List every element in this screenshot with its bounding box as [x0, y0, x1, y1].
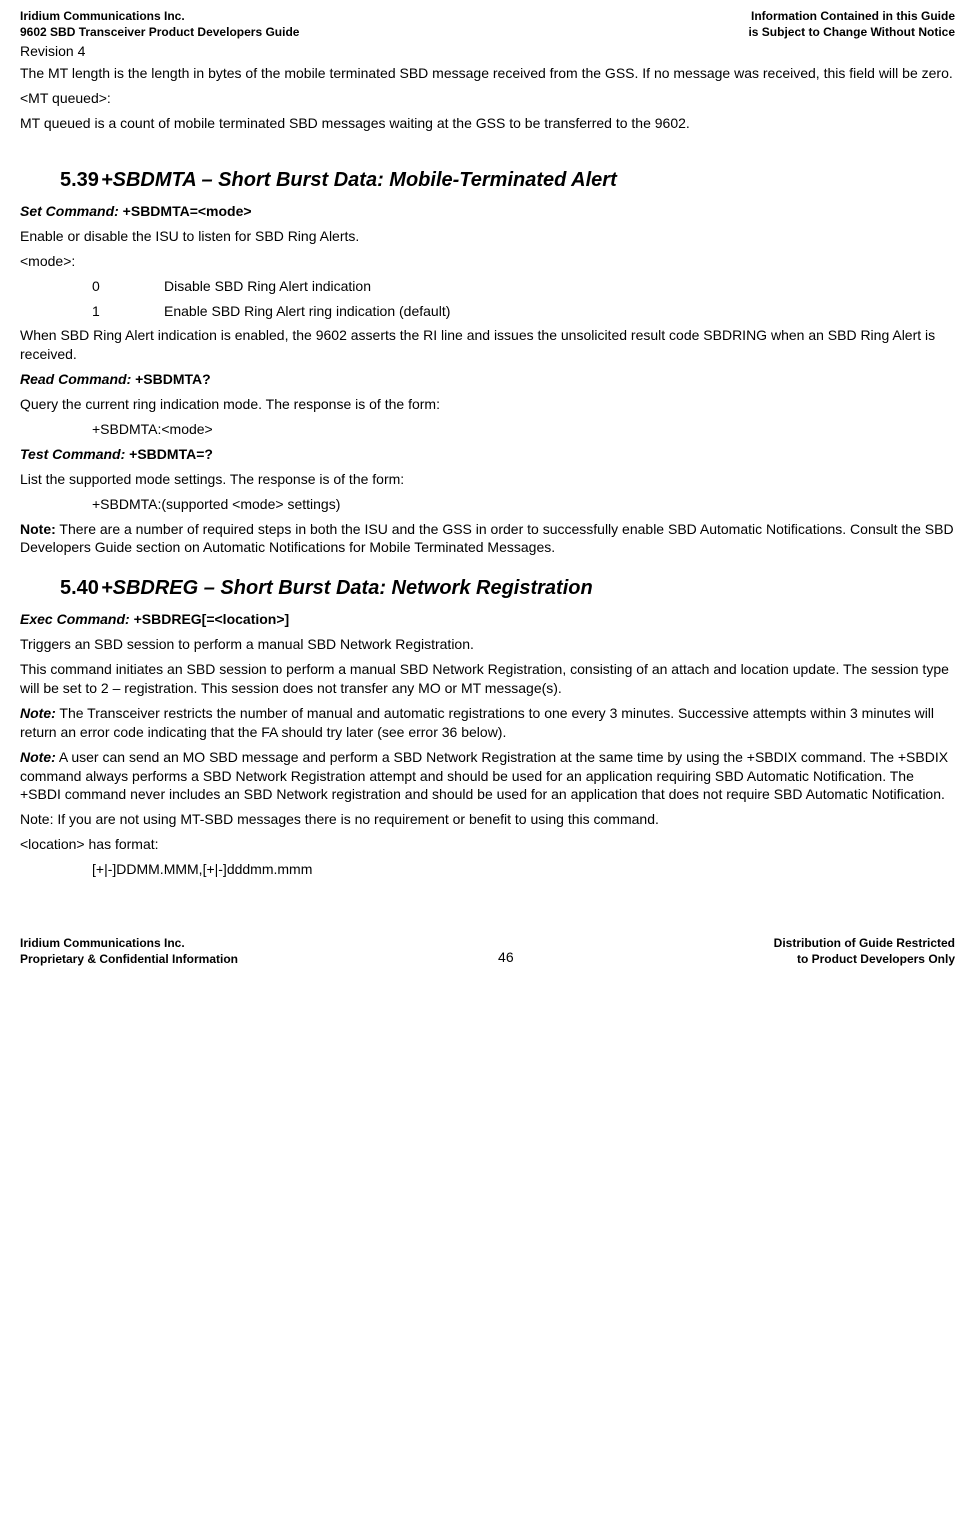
set-command-lead: Set Command:: [20, 203, 119, 219]
mode-option-0-key: 0: [92, 277, 164, 296]
header-info1: Information Contained in this Guide: [748, 8, 955, 24]
footer-dist2: to Product Developers Only: [774, 951, 955, 967]
page-footer: Iridium Communications Inc. Proprietary …: [20, 935, 955, 967]
read-command-desc: Query the current ring indication mode. …: [20, 395, 955, 414]
intro-p1: The MT length is the length in bytes of …: [20, 64, 955, 83]
section-539-title: 5.39+SBDMTA – Short Burst Data: Mobile-T…: [20, 167, 955, 194]
revision-label: Revision 4: [20, 42, 955, 61]
header-right: Information Contained in this Guide is S…: [748, 8, 955, 40]
test-command-resp: +SBDMTA:(supported <mode> settings): [20, 495, 955, 514]
set-command-header: Set Command: +SBDMTA=<mode>: [20, 202, 955, 221]
test-command-lead: Test Command:: [20, 446, 125, 462]
read-command-lead: Read Command:: [20, 371, 131, 387]
mode-option-1: 1 Enable SBD Ring Alert ring indication …: [20, 302, 955, 321]
sbdmta-note-lead: Note:: [20, 521, 56, 537]
header-company: Iridium Communications Inc.: [20, 8, 299, 24]
set-command-desc: Enable or disable the ISU to listen for …: [20, 227, 955, 246]
page-header: Iridium Communications Inc. 9602 SBD Tra…: [20, 8, 955, 40]
footer-right: Distribution of Guide Restricted to Prod…: [774, 935, 955, 967]
sbdreg-p1: Triggers an SBD session to perform a man…: [20, 635, 955, 654]
test-command-cmd: +SBDMTA=?: [125, 446, 213, 462]
sbdreg-note2-text: A user can send an MO SBD message and pe…: [20, 749, 948, 803]
exec-command-lead: Exec Command:: [20, 611, 130, 627]
header-guide: 9602 SBD Transceiver Product Developers …: [20, 24, 299, 40]
footer-page-num: 46: [498, 948, 514, 967]
sbdreg-p3: Note: If you are not using MT-SBD messag…: [20, 810, 955, 829]
test-command-desc: List the supported mode settings. The re…: [20, 470, 955, 489]
footer-company: Iridium Communications Inc.: [20, 935, 238, 951]
read-command-cmd: +SBDMTA?: [131, 371, 210, 387]
footer-dist1: Distribution of Guide Restricted: [774, 935, 955, 951]
sbdreg-p2: This command initiates an SBD session to…: [20, 660, 955, 698]
sbdreg-note2-lead: Note:: [20, 749, 56, 765]
footer-confidential: Proprietary & Confidential Information: [20, 951, 238, 967]
mode-option-1-val: Enable SBD Ring Alert ring indication (d…: [164, 302, 450, 321]
intro-p3: MT queued is a count of mobile terminate…: [20, 114, 955, 133]
sbdmta-note: Note: There are a number of required ste…: [20, 520, 955, 558]
read-command-header: Read Command: +SBDMTA?: [20, 370, 955, 389]
header-left: Iridium Communications Inc. 9602 SBD Tra…: [20, 8, 299, 40]
location-header: <location> has format:: [20, 835, 955, 854]
sbdmta-note-text: There are a number of required steps in …: [20, 521, 954, 556]
footer-left: Iridium Communications Inc. Proprietary …: [20, 935, 238, 967]
mode-option-0: 0 Disable SBD Ring Alert indication: [20, 277, 955, 296]
mode-header: <mode>:: [20, 252, 955, 271]
section-540-text: +SBDREG – Short Burst Data: Network Regi…: [101, 577, 593, 599]
read-command-resp: +SBDMTA:<mode>: [20, 420, 955, 439]
header-info2: is Subject to Change Without Notice: [748, 24, 955, 40]
sbdreg-note1-text: The Transceiver restricts the number of …: [20, 705, 934, 740]
test-command-header: Test Command: +SBDMTA=?: [20, 445, 955, 464]
set-command-note: When SBD Ring Alert indication is enable…: [20, 326, 955, 364]
sbdreg-note1: Note: The Transceiver restricts the numb…: [20, 704, 955, 742]
exec-command-header: Exec Command: +SBDREG[=<location>]: [20, 610, 955, 629]
exec-command-cmd: +SBDREG[=<location>]: [130, 611, 289, 627]
mode-option-1-key: 1: [92, 302, 164, 321]
set-command-cmd: +SBDMTA=<mode>: [119, 203, 252, 219]
location-format: [+|-]DDMM.MMM,[+|-]dddmm.mmm: [20, 860, 955, 879]
sbdreg-note2: Note: A user can send an MO SBD message …: [20, 748, 955, 805]
section-539-text: +SBDMTA – Short Burst Data: Mobile-Termi…: [101, 169, 617, 191]
intro-p2: <MT queued>:: [20, 89, 955, 108]
mode-option-0-val: Disable SBD Ring Alert indication: [164, 277, 371, 296]
section-540-num: 5.40: [60, 575, 99, 602]
sbdreg-note1-lead: Note:: [20, 705, 56, 721]
section-540-title: 5.40+SBDREG – Short Burst Data: Network …: [20, 575, 955, 602]
section-539-num: 5.39: [60, 167, 99, 194]
